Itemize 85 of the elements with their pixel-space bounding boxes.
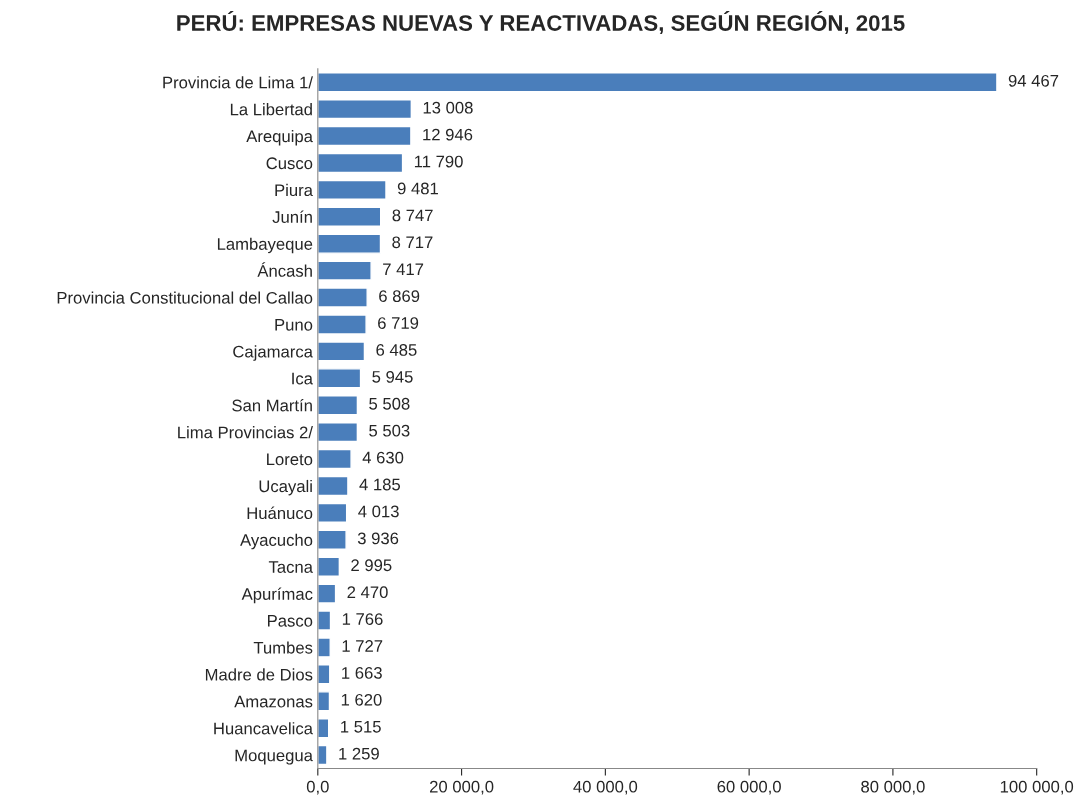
bar — [317, 206, 382, 227]
y-tick-label: San Martín — [232, 398, 312, 412]
data-label: 5 945 — [372, 370, 413, 383]
bar — [317, 260, 372, 281]
bar — [317, 341, 366, 362]
bar — [317, 99, 413, 120]
bar — [317, 610, 332, 631]
data-label: 2 470 — [347, 586, 388, 599]
y-tick-label: Ucayali — [259, 479, 312, 496]
bar — [317, 664, 331, 685]
y-tick-label: Provincia Constitucional del Callao — [57, 291, 313, 304]
data-label: 8 747 — [392, 209, 433, 222]
data-label: 2 995 — [351, 559, 392, 572]
y-tick-label: Áncash — [257, 262, 312, 277]
data-label: 94 467 — [1008, 74, 1059, 87]
y-tick-label: La Libertad — [230, 103, 312, 116]
data-label: 11 790 — [414, 155, 463, 168]
data-label: 4 013 — [358, 505, 399, 518]
y-tick-label: Provincia de Lima 1/ — [163, 76, 313, 89]
y-tick-label: Tumbes — [253, 641, 313, 654]
bar — [317, 314, 367, 335]
x-tick-label: 0,0 — [306, 780, 329, 795]
bar — [317, 502, 348, 523]
data-label: 5 508 — [369, 397, 410, 410]
y-tick-label: Madre de Dios — [205, 668, 313, 681]
data-label: 6 719 — [378, 317, 419, 329]
bar — [317, 718, 330, 739]
y-tick-label: Tacna — [268, 561, 313, 573]
data-label: 1 620 — [341, 693, 382, 706]
bar — [317, 421, 359, 443]
data-label: 1 259 — [339, 747, 379, 760]
y-tick-label: Amazonas — [234, 695, 313, 708]
x-tick-label: 100 000,0 — [1000, 780, 1074, 795]
bar — [317, 475, 349, 497]
y-tick-label: Arequipa — [246, 130, 313, 146]
data-label: 6 485 — [376, 344, 417, 356]
bar — [317, 72, 998, 93]
data-label: 1 515 — [341, 721, 381, 733]
bar — [317, 529, 347, 550]
data-label: 3 936 — [357, 532, 399, 545]
data-label: 1 663 — [342, 667, 382, 679]
data-label: 12 946 — [423, 128, 473, 141]
data-label: 4 185 — [359, 478, 401, 491]
bar — [317, 395, 359, 416]
y-tick-label: Apurímac — [241, 587, 313, 604]
bar — [317, 556, 341, 577]
x-tick-label: 60 000,0 — [717, 780, 781, 795]
y-tick-label: Piura — [275, 183, 313, 197]
bar — [317, 448, 352, 470]
bar — [317, 744, 328, 766]
data-label: 8 717 — [392, 236, 433, 249]
x-tick-label: 80 000,0 — [861, 780, 925, 795]
bar — [317, 637, 331, 658]
chart-title: PERÚ: EMPRESAS NUEVAS Y REACTIVADAS, SEGÚN REGIÓN, 2015 — [177, 10, 905, 35]
y-tick-label: Ayacucho — [240, 533, 313, 550]
y-tick-label: Moquegua — [235, 749, 313, 765]
x-tick-label: 20 000,0 — [429, 780, 494, 795]
y-tick-label: Lambayeque — [217, 237, 313, 254]
data-label: 13 008 — [423, 101, 473, 114]
data-label: 1 727 — [342, 640, 383, 652]
bar — [317, 125, 412, 147]
y-tick-label: Puno — [275, 319, 313, 331]
data-label: 4 630 — [362, 451, 404, 464]
data-label: 5 503 — [369, 424, 410, 437]
data-label: 1 766 — [342, 613, 383, 625]
y-tick-label: Cusco — [266, 157, 313, 170]
y-tick-label: Cajamarca — [233, 345, 313, 361]
y-tick-label: Huancavelica — [214, 722, 313, 735]
data-label: 6 869 — [379, 290, 420, 303]
y-tick-label: Pasco — [268, 615, 313, 627]
data-label: 7 417 — [383, 263, 424, 275]
bar — [317, 691, 331, 712]
y-tick-label: Loreto — [267, 453, 313, 466]
y-tick-label: Huánuco — [247, 506, 313, 520]
y-tick-label: Junín — [272, 210, 312, 223]
bar — [317, 179, 387, 200]
bar — [317, 583, 337, 604]
y-tick-label: Ica — [292, 372, 313, 385]
bar — [317, 152, 404, 174]
x-tick-label: 40 000,0 — [573, 780, 638, 795]
data-label: 9 481 — [397, 182, 438, 195]
y-tick-label: Lima Provincias 2/ — [178, 426, 313, 439]
bar — [317, 233, 382, 254]
bar — [317, 287, 368, 308]
bar — [317, 368, 362, 389]
